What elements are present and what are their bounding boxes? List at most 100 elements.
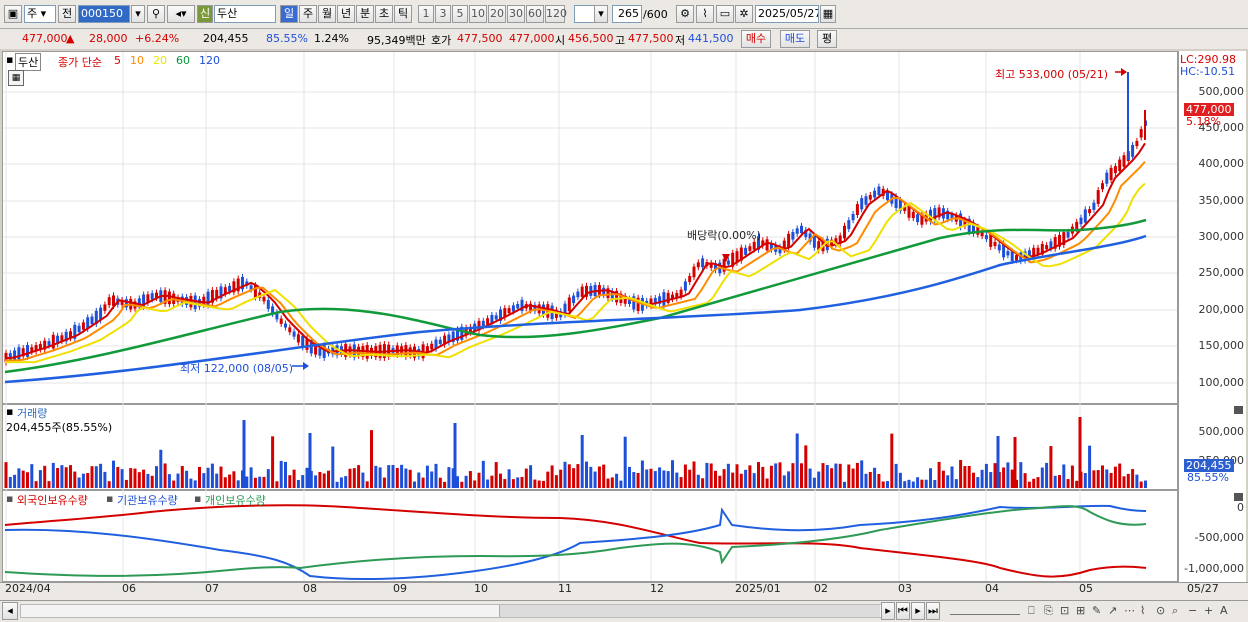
interval-btn-60[interactable]: 60 (526, 5, 544, 23)
extra-dropdown-icon[interactable]: ▾ (594, 5, 608, 23)
volume-bar (1096, 470, 1100, 488)
tool-icon-2[interactable]: ⊡ (1060, 604, 1070, 617)
candle-body (580, 286, 584, 297)
volume-bar (344, 476, 348, 488)
table-toggle-icon[interactable]: ▦ (8, 70, 24, 86)
collapse-icon-holding[interactable] (1234, 493, 1243, 501)
volume-bar (1139, 481, 1143, 488)
candle-body (830, 239, 834, 247)
scrollbar-track[interactable] (20, 604, 882, 618)
sell-button[interactable]: 매도 (780, 30, 810, 48)
period-tab-2[interactable]: 월 (318, 5, 336, 23)
volume-bar (946, 475, 950, 488)
volume-bar (894, 463, 898, 488)
hoga-bid: 477,000 (509, 32, 555, 45)
code-dropdown-icon[interactable]: ▾ (131, 5, 145, 23)
tool-icon-0[interactable]: ⎕ (1028, 604, 1035, 617)
candle-body (623, 295, 627, 304)
date-input[interactable]: 2025/05/27 (755, 5, 819, 23)
volume-bar (163, 463, 167, 488)
interval-btn-10[interactable]: 10 (469, 5, 487, 23)
candle-body (1027, 250, 1031, 260)
volume-bar (739, 473, 743, 488)
tool-icon-5[interactable]: ↗ (1108, 604, 1118, 617)
scrollbar-thumb[interactable] (499, 605, 880, 617)
play-icon[interactable]: ▸ (911, 602, 925, 620)
stock-code-input[interactable]: 000150 (78, 5, 130, 23)
tool-icon-6[interactable]: ⋯ (1124, 604, 1135, 617)
interval-btn-120[interactable]: 120 (545, 5, 567, 23)
candle-body (838, 235, 842, 244)
period-tab-5[interactable]: 초 (375, 5, 393, 23)
interval-btn-30[interactable]: 30 (507, 5, 525, 23)
panel-menu-icon-vol[interactable]: ▪ (6, 405, 14, 418)
candle-body (21, 348, 25, 357)
period-tab-1[interactable]: 주 (299, 5, 317, 23)
gear-icon[interactable]: ✲ (735, 5, 753, 23)
market-select[interactable]: 주 ▾ (24, 5, 56, 23)
volume-value: 204,455 (203, 32, 249, 45)
volume-bar (890, 433, 894, 488)
tool-icon-10[interactable]: − (1188, 604, 1198, 617)
volume-bar (967, 466, 971, 488)
candle-body (26, 345, 29, 357)
candle-body (1015, 255, 1018, 261)
volume-bar (580, 434, 584, 488)
candle-body (520, 299, 524, 312)
period-tab-3[interactable]: 년 (337, 5, 355, 23)
volume-bar (765, 478, 769, 488)
candle-body (408, 347, 412, 356)
scroll-left-icon[interactable]: ◂ (2, 602, 18, 620)
price-panel-title[interactable]: 두산 (15, 53, 42, 71)
search-icon[interactable]: ⚲ (147, 5, 165, 23)
save-icon[interactable]: ▭ (716, 5, 734, 23)
stock-name-field[interactable]: 두산 (214, 5, 276, 23)
volume-bar (679, 477, 683, 488)
volume-bar (954, 479, 958, 488)
candle-body (284, 323, 287, 328)
interval-btn-1[interactable]: 1 (418, 5, 434, 23)
volume-bar (1092, 470, 1096, 488)
period-tab-4[interactable]: 분 (356, 5, 374, 23)
period-tab-6[interactable]: 틱 (394, 5, 412, 23)
collapse-icon[interactable] (1234, 406, 1243, 414)
count-input[interactable]: 265 (612, 5, 642, 23)
panel-menu-icon[interactable]: ▪ (6, 53, 14, 66)
volume-bar (271, 436, 275, 488)
window-menu-icon[interactable]: ▣ (4, 5, 22, 23)
eval-button[interactable]: 평 (817, 30, 837, 48)
tool-icon-1[interactable]: ⎘ (1044, 604, 1053, 617)
candle-body (241, 276, 244, 290)
candle-body (817, 241, 821, 251)
volume-bar (516, 477, 520, 488)
tools-icon[interactable]: ⚙ (676, 5, 694, 23)
holding-panel[interactable] (2, 490, 1178, 582)
tool-icon-12[interactable]: A (1220, 604, 1228, 617)
price-ytick-5: 250,000 (1198, 266, 1245, 279)
interval-btn-20[interactable]: 20 (488, 5, 506, 23)
scroll-right-icon[interactable]: ▸ (881, 602, 895, 620)
candle-body (688, 275, 692, 283)
sound-icon[interactable]: ◂▾ (167, 5, 195, 23)
zoom-slider[interactable] (950, 606, 1020, 615)
candle-body (150, 293, 154, 300)
interval-btn-3[interactable]: 3 (435, 5, 451, 23)
tool-icon-9[interactable]: ⌕ (1172, 604, 1179, 617)
period-tab-0[interactable]: 일 (280, 5, 298, 23)
chart-type-icon[interactable]: ⌇ (696, 5, 714, 23)
first-page-icon[interactable]: ⏮ (896, 602, 910, 620)
tool-icon-7[interactable]: ⌇ (1140, 604, 1146, 617)
volume-bar (275, 481, 279, 488)
buy-button[interactable]: 매수 (741, 30, 771, 48)
candle-body (507, 308, 511, 314)
tool-icon-11[interactable]: + (1204, 604, 1214, 617)
volume-bar (305, 467, 309, 488)
calendar-icon[interactable]: ▦ (820, 5, 836, 23)
interval-btn-5[interactable]: 5 (452, 5, 468, 23)
tool-icon-4[interactable]: ✎ (1092, 604, 1102, 617)
prefix-button[interactable]: 전 (58, 5, 76, 23)
tool-icon-3[interactable]: ⊞ (1076, 604, 1086, 617)
lc-value: LC:290.98 (1180, 53, 1237, 66)
tool-icon-8[interactable]: ⊙ (1156, 604, 1166, 617)
last-page-icon[interactable]: ⏭ (926, 602, 940, 620)
